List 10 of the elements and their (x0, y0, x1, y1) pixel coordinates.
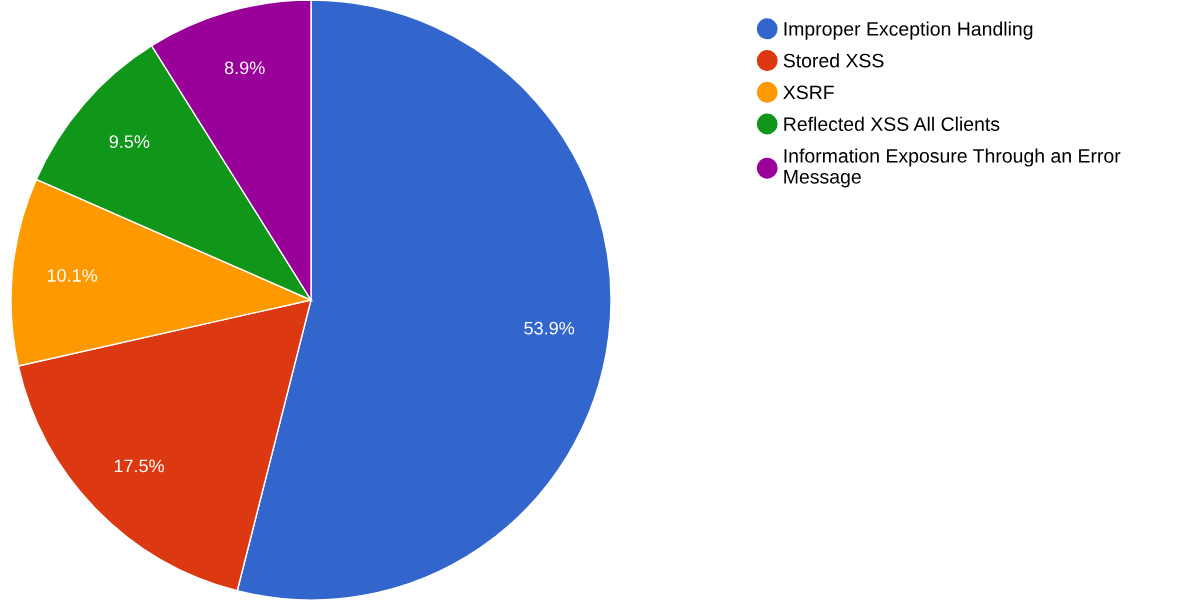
data-label: 53.9% (524, 321, 575, 335)
legend-label: XSRF (783, 85, 834, 100)
data-label: 8.9% (224, 61, 265, 75)
data-label: 10.1% (47, 269, 98, 282)
legend-label: Stored XSS (783, 53, 884, 68)
legend-label: Improper Exception Handling (784, 21, 1033, 40)
legend-label: Reflected XSS All Clients (784, 116, 1000, 131)
data-label: 9.5% (109, 135, 150, 148)
legend-label: Information Exposure Through an Error Message (784, 148, 1121, 188)
data-label: 17.5% (114, 459, 164, 473)
